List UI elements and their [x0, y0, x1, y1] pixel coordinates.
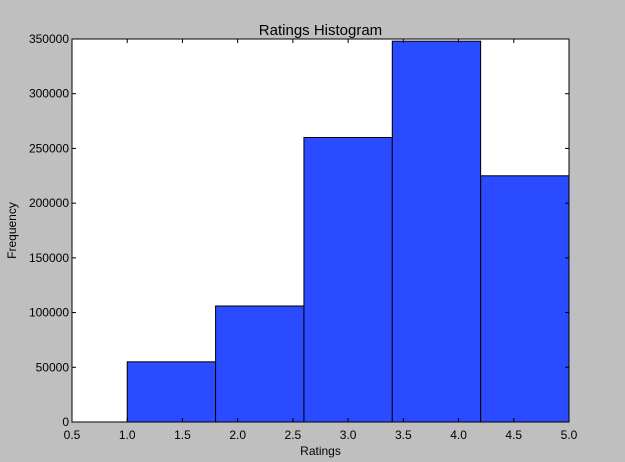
x-tick-label: 4.0 — [450, 428, 467, 442]
histogram-bar-5 — [480, 175, 570, 423]
y-tick-label: 200000 — [29, 196, 69, 210]
y-tick-label: 0 — [62, 415, 69, 429]
x-tick-label: 2.0 — [229, 428, 246, 442]
x-tick-label: 1.5 — [174, 428, 191, 442]
x-tick-label: 2.5 — [285, 428, 302, 442]
histogram-bar-2 — [215, 305, 305, 423]
x-tick-label: 5.0 — [561, 428, 578, 442]
histogram-bar-3 — [303, 136, 393, 423]
bars-group — [126, 40, 570, 423]
chart-title: Ratings Histogram — [259, 22, 382, 39]
y-tick-label: 250000 — [29, 141, 69, 155]
y-tick-label: 300000 — [29, 87, 69, 101]
y-ticks-group: 0 50000 100000 150000 200000 250000 300000 3500… — [29, 32, 569, 429]
histogram-bar-4 — [391, 40, 482, 423]
x-tick-label: 4.5 — [505, 428, 522, 442]
y-tick-label: 150000 — [29, 251, 69, 265]
axes-frame — [71, 38, 570, 423]
x-ticks-group: 0.5 1.0 1.5 2.0 2.5 3.0 3.5 4.0 4.5 5.0 — [64, 39, 578, 442]
y-tick-label: 50000 — [36, 360, 70, 374]
x-tick-label: 3.5 — [395, 428, 412, 442]
histogram-bar-1 — [126, 361, 217, 423]
y-tick-label: 100000 — [29, 306, 69, 320]
x-tick-label: 1.0 — [119, 428, 136, 442]
x-tick-label: 0.5 — [64, 428, 81, 442]
x-tick-label: 3.0 — [340, 428, 357, 442]
y-axis-label: Frequency — [5, 202, 19, 259]
y-tick-label: 350000 — [29, 32, 69, 46]
x-axis-label: Ratings — [300, 444, 341, 458]
